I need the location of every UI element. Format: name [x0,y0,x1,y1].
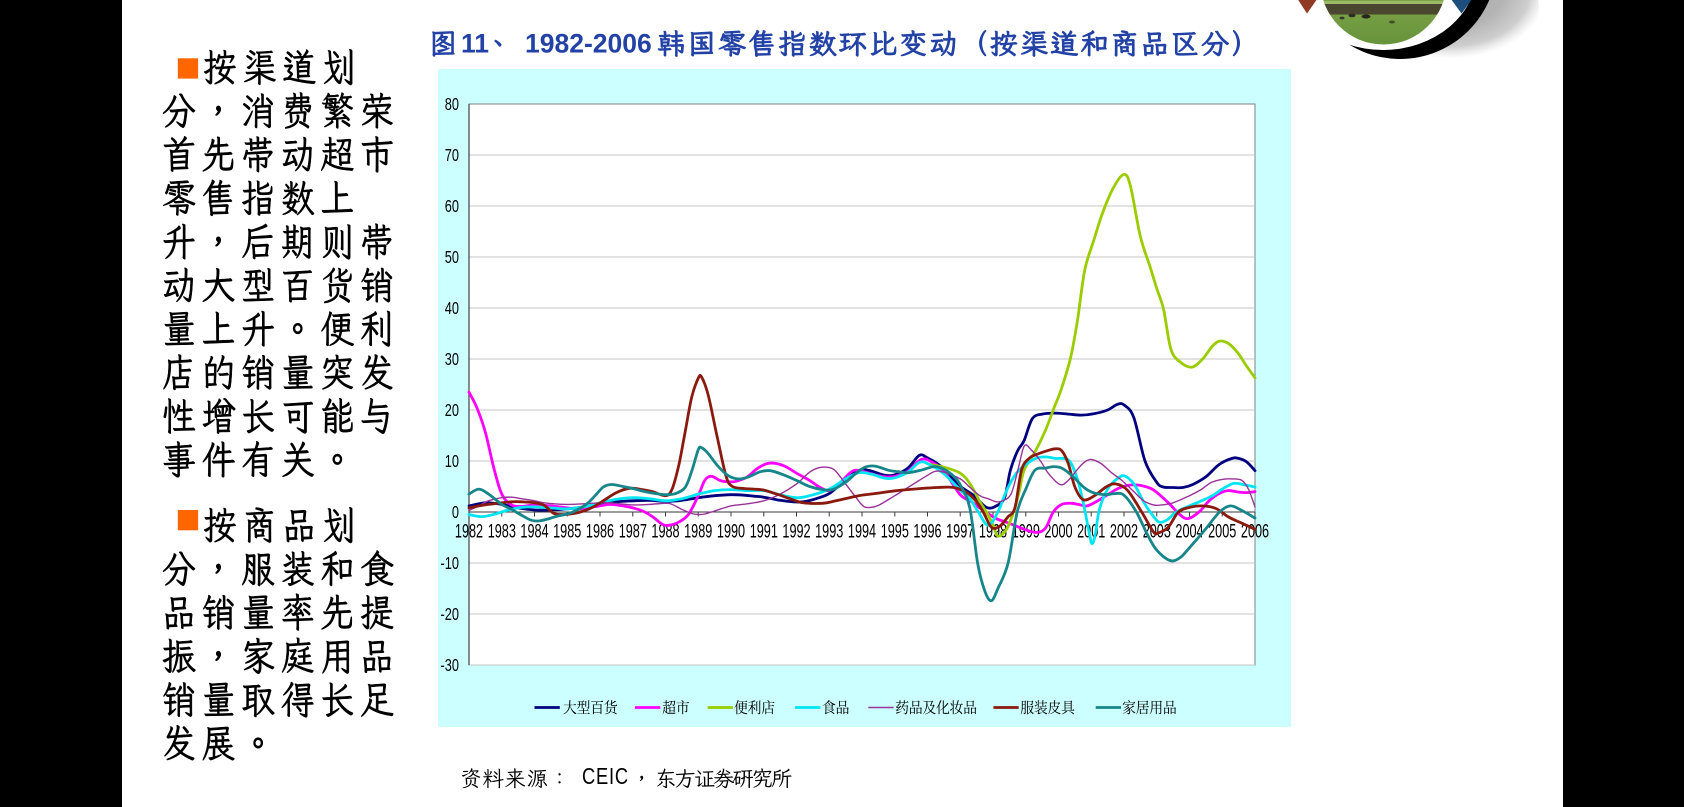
svg-text:1995: 1995 [881,521,909,542]
svg-text:2004: 2004 [1175,521,1203,542]
svg-text:11: 11 [461,29,489,59]
svg-text:-20: -20 [441,605,459,624]
svg-text:0: 0 [452,503,459,522]
svg-text:40: 40 [445,299,459,318]
svg-text:1982-2006: 1982-2006 [525,29,652,59]
svg-text:1990: 1990 [717,521,745,542]
svg-text:1982: 1982 [455,521,483,542]
svg-text:1987: 1987 [619,521,647,542]
svg-text:-30: -30 [441,656,459,675]
svg-text:CEIC: CEIC [582,764,629,790]
svg-text:30: 30 [445,350,459,369]
svg-text:10: 10 [445,452,459,471]
svg-text:70: 70 [445,146,459,165]
svg-text:1984: 1984 [520,521,548,542]
svg-text:1988: 1988 [651,521,679,542]
svg-text:1992: 1992 [782,521,810,542]
svg-text:1989: 1989 [684,521,712,542]
svg-text:60: 60 [445,197,459,216]
svg-text:1991: 1991 [750,521,778,542]
svg-text:1994: 1994 [848,521,876,542]
svg-text:2002: 2002 [1110,521,1138,542]
svg-text:50: 50 [445,248,459,267]
svg-text:1993: 1993 [815,521,843,542]
svg-text:2005: 2005 [1208,521,1236,542]
svg-text:20: 20 [445,401,459,420]
svg-text:2000: 2000 [1044,521,1072,542]
svg-text:1996: 1996 [913,521,941,542]
svg-text:80: 80 [445,95,459,114]
svg-text:1983: 1983 [488,521,516,542]
svg-text:1985: 1985 [553,521,581,542]
svg-text:1986: 1986 [586,521,614,542]
svg-text:2001: 2001 [1077,521,1105,542]
svg-text:1997: 1997 [946,521,974,542]
svg-text:-10: -10 [441,554,459,573]
